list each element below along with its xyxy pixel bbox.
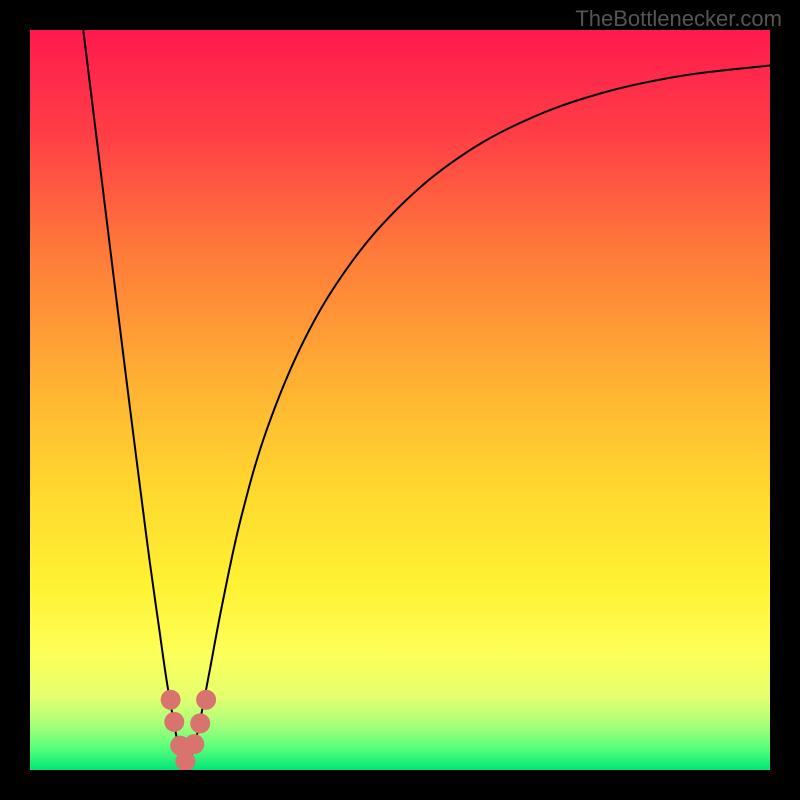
plot-area [30, 30, 770, 770]
data-marker [164, 712, 184, 732]
plot-svg [30, 30, 770, 770]
data-marker [196, 690, 216, 710]
gradient-background [30, 30, 770, 770]
data-marker [161, 690, 181, 710]
watermark-text: TheBottlenecker.com [575, 6, 782, 32]
data-marker [190, 713, 210, 733]
data-marker [184, 734, 204, 754]
chart-outer: TheBottlenecker.com [0, 0, 800, 800]
